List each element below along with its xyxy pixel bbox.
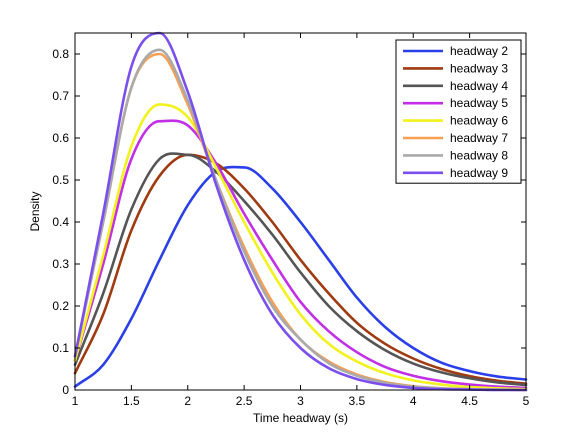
x-axis-label: Time headway (s) [253, 411, 348, 425]
x-tick-label: 1.5 [123, 394, 140, 408]
legend-label: headway 7 [450, 131, 508, 145]
series-line-headway-2 [73, 165, 528, 388]
y-tick-label: 0.3 [52, 257, 69, 271]
x-tick-label: 2 [184, 394, 191, 408]
ticks-layer: 1 1.5 2 2.5 3 3.5 4 4.5 5 0 0.1 0.2 0.3 0.4 0.5 0.6 0.7 0… [52, 33, 530, 408]
legend-label: headway 2 [450, 44, 508, 58]
x-tick-label: 4 [410, 394, 417, 408]
y-tick-label: 0 [62, 383, 69, 397]
y-tick-label: 0.5 [52, 173, 69, 187]
y-tick-label: 0.7 [52, 89, 69, 103]
y-tick-label: 0.6 [52, 131, 69, 145]
series-layer [73, 31, 528, 392]
legend-label: headway 4 [450, 79, 508, 93]
series-line-headway-3 [73, 153, 528, 385]
x-tick-label: 3 [297, 394, 304, 408]
x-tick-label: 5 [523, 394, 530, 408]
legend-label: headway 8 [450, 148, 508, 162]
legend-label: headway 6 [450, 114, 508, 128]
series-line-headway-9 [73, 31, 528, 392]
legend-label: headway 9 [450, 166, 508, 180]
x-tick-label: 1 [72, 394, 79, 408]
legend: headway 2 headway 3 headway 4 headway 5 head… [395, 39, 522, 184]
series-line-headway-4 [73, 152, 528, 387]
legend-label: headway 3 [450, 61, 508, 75]
legend-box [395, 39, 522, 184]
x-tick-label: 4.5 [461, 394, 478, 408]
x-tick-label: 2.5 [236, 394, 253, 408]
y-tick-label: 0.4 [52, 215, 69, 229]
y-tick-label: 0.1 [52, 341, 69, 355]
legend-label: headway 5 [450, 96, 508, 110]
y-tick-label: 0.2 [52, 299, 69, 313]
series-line-headway-5 [73, 119, 528, 390]
y-tick-label: 0.8 [52, 47, 69, 61]
y-axis-label: Density [28, 191, 42, 231]
series-line-headway-6 [73, 103, 528, 391]
x-tick-label: 3.5 [349, 394, 366, 408]
